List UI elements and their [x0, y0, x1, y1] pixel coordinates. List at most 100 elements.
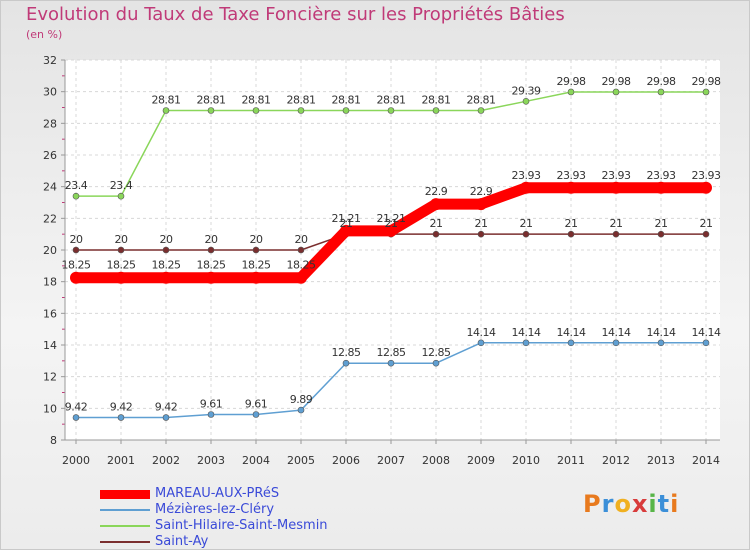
- data-label: 28.81: [152, 94, 181, 107]
- data-point: [522, 339, 530, 347]
- data-label: 28.81: [287, 94, 316, 107]
- logo-letter: x: [631, 490, 649, 518]
- data-point: [477, 107, 485, 114]
- data-point: [475, 198, 487, 211]
- data-label: 20: [115, 233, 128, 246]
- data-label: 14.14: [467, 326, 496, 339]
- data-label: 21: [340, 217, 353, 230]
- y-tick-label: 8: [50, 434, 57, 447]
- x-tick-label: 2006: [332, 454, 360, 467]
- data-label: 18.25: [107, 259, 136, 272]
- legend-item: Saint-Ay: [100, 534, 400, 550]
- data-point: [297, 246, 305, 254]
- legend-item: MAREAU-AUX-PRéS: [100, 486, 400, 502]
- line-chart: 8 10 12 14 16 18 20 22 24 26 28 30 32 2000 2001 2002 200…: [43, 54, 721, 467]
- data-label: 9.61: [245, 398, 268, 411]
- data-point: [522, 230, 530, 238]
- data-point: [385, 224, 397, 237]
- x-tick-label: 2001: [107, 454, 135, 467]
- data-label: 28.81: [197, 94, 226, 107]
- data-point: [612, 339, 620, 347]
- data-point: [387, 107, 395, 114]
- data-label: 28.81: [422, 94, 451, 107]
- x-tick-label: 2005: [287, 454, 315, 467]
- x-tick-label: 2012: [602, 454, 630, 467]
- data-label: 21: [475, 217, 488, 230]
- x-tick-label: 2010: [512, 454, 540, 467]
- data-label: 14.14: [647, 326, 676, 339]
- legend-label: Saint-Ay: [155, 534, 209, 549]
- data-point: [72, 192, 80, 200]
- data-point: [612, 88, 620, 96]
- data-label: 20: [205, 233, 218, 246]
- data-point: [567, 88, 575, 96]
- data-point: [387, 359, 395, 367]
- x-tick-label: 2002: [152, 454, 180, 467]
- legend-label: Saint-Hilaire-Saint-Mesmin: [155, 518, 328, 533]
- series-lines: [70, 88, 712, 421]
- data-label: 21.21: [377, 212, 406, 225]
- logo-letter: P: [583, 490, 602, 518]
- logo-letter: i: [670, 490, 680, 518]
- data-label: 21: [520, 217, 533, 230]
- x-tick-label: 2004: [242, 454, 270, 467]
- data-label: 23.4: [65, 179, 88, 192]
- logo-letter: r: [601, 490, 615, 518]
- data-point: [252, 107, 260, 114]
- x-tick-label: 2011: [557, 454, 585, 467]
- data-point: [657, 88, 665, 96]
- data-label: 12.85: [377, 346, 406, 359]
- data-point: [702, 88, 710, 96]
- y-tick-label: 26: [43, 149, 57, 162]
- data-label: 14.14: [602, 326, 631, 339]
- data-point: [612, 230, 620, 238]
- data-point: [477, 230, 485, 238]
- data-point: [522, 98, 530, 105]
- data-point: [252, 411, 260, 418]
- axes: 8 10 12 14 16 18 20 22 24 26 28 30 32 2000 2001 2002 200…: [43, 54, 720, 467]
- data-point: [70, 271, 82, 284]
- data-label: 9.42: [110, 401, 133, 414]
- x-tick-label: 2000: [62, 454, 90, 467]
- data-label: 20: [295, 233, 308, 246]
- data-point: [477, 339, 485, 347]
- proxiti-logo: Proxiti: [583, 490, 679, 518]
- data-label: 23.93: [512, 169, 541, 182]
- data-label: 23.93: [692, 169, 721, 182]
- x-tick-label: 2013: [647, 454, 675, 467]
- data-label: 29.98: [557, 75, 586, 88]
- data-point: [432, 107, 440, 114]
- data-label: 22.9: [425, 185, 448, 198]
- data-point: [520, 181, 532, 194]
- data-label: 9.42: [65, 401, 88, 414]
- data-point: [657, 339, 665, 347]
- data-label: 21: [430, 217, 443, 230]
- data-label: 18.25: [242, 259, 271, 272]
- data-point: [432, 230, 440, 238]
- data-label: 20: [70, 233, 83, 246]
- data-point: [567, 230, 575, 238]
- y-tick-label: 16: [43, 307, 57, 320]
- data-label: 28.81: [332, 94, 361, 107]
- y-tick-label: 18: [43, 276, 57, 289]
- data-point: [295, 271, 307, 284]
- data-label: 18.25: [62, 259, 91, 272]
- data-point: [297, 406, 305, 414]
- data-point: [162, 246, 170, 254]
- legend-swatch: [100, 509, 150, 511]
- logo-letter: o: [614, 490, 632, 518]
- y-tick-label: 12: [43, 371, 57, 384]
- data-label: 21.21: [332, 212, 361, 225]
- data-point: [297, 107, 305, 114]
- logo-letter: i: [648, 490, 658, 518]
- data-label: 21: [610, 217, 623, 230]
- data-point: [340, 224, 352, 237]
- x-tick-label: 2003: [197, 454, 225, 467]
- data-label: 28.81: [242, 94, 271, 107]
- x-tick-label: 2009: [467, 454, 495, 467]
- logo-letter: t: [657, 490, 671, 518]
- data-label: 18.25: [197, 259, 226, 272]
- data-label: 29.98: [647, 75, 676, 88]
- data-point: [702, 339, 710, 347]
- data-label: 28.81: [377, 94, 406, 107]
